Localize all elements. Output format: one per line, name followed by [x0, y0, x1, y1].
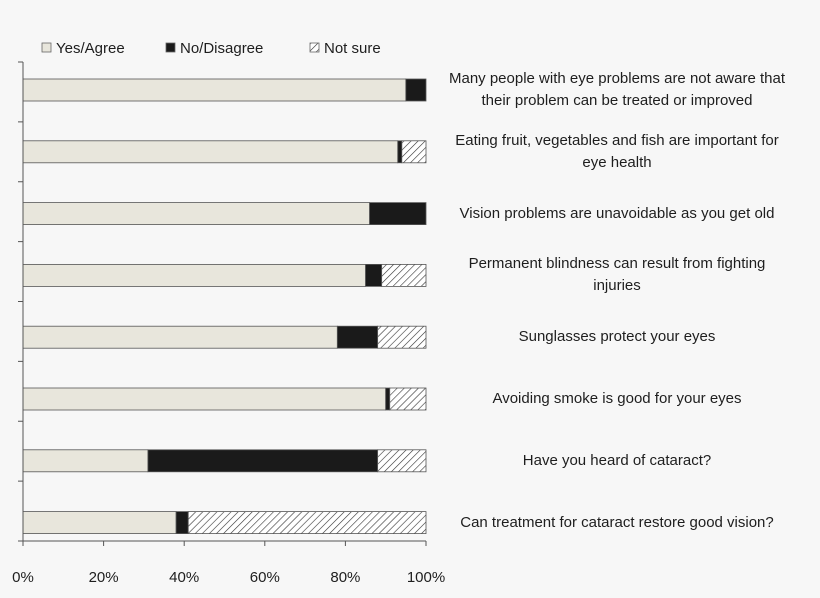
bar-segment [22, 263, 366, 287]
bar-segment [365, 263, 383, 287]
x-tick-label: 20% [89, 569, 119, 586]
x-tick-label: 100% [407, 569, 445, 586]
legend-label: Not sure [324, 40, 381, 57]
bar-segment [401, 140, 427, 164]
bar-segment [385, 387, 391, 411]
legend: Yes/Agree No/Disagree Not sure [41, 40, 381, 57]
bar-row [22, 202, 427, 226]
bar-row [22, 449, 427, 473]
category-label: Have you heard of cataract? [522, 451, 712, 469]
legend-label: No/Disagree [180, 40, 263, 57]
legend-swatch [309, 42, 320, 53]
bar-segment [369, 202, 427, 226]
bars-group [22, 78, 427, 535]
legend-label: Yes/Agree [56, 40, 125, 57]
bar-segment [336, 325, 379, 349]
bar-segment [187, 511, 427, 535]
bar-segment [381, 263, 427, 287]
bar-segment [147, 449, 379, 473]
bar-segment [377, 449, 427, 473]
x-tick-label: 40% [169, 569, 199, 586]
bar-segment [22, 387, 387, 411]
x-tick-label: 0% [12, 569, 34, 586]
bar-segment [22, 511, 177, 535]
category-label: Vision problems are unavoidable as you g… [459, 204, 775, 222]
bar-segment [377, 325, 427, 349]
legend-item: Not sure [309, 40, 381, 57]
legend-swatch [165, 42, 176, 53]
bar-segment [405, 78, 427, 102]
category-label: Many people with eye problems are not aw… [448, 70, 786, 109]
category-label: Eating fruit, vegetables and fish are im… [455, 131, 779, 171]
legend-swatch [41, 42, 52, 53]
bar-row [22, 387, 427, 411]
bar-row [22, 511, 427, 535]
legend-item: Yes/Agree [41, 40, 125, 57]
bar-segment [22, 325, 338, 349]
bar-row [22, 140, 427, 164]
x-tick-label: 60% [250, 569, 280, 586]
category-label: Can treatment for cataract restore good … [460, 513, 774, 531]
legend-item: No/Disagree [165, 40, 263, 57]
category-label: Avoiding smoke is good for your eyes [492, 390, 742, 407]
x-axis: 0% 20% 40% 60% 80% 100% [12, 61, 445, 586]
bar-row [22, 78, 427, 102]
bar-row [22, 263, 427, 287]
bar-segment [389, 387, 427, 411]
bar-segment [22, 140, 399, 164]
x-tick-label: 80% [330, 569, 360, 586]
bar-row [22, 325, 427, 349]
bar-segment [22, 78, 407, 102]
bar-segment [397, 140, 403, 164]
bar-segment [22, 449, 149, 473]
category-label: Permanent blindness can result from figh… [468, 255, 766, 295]
bar-segment [22, 202, 370, 226]
bar-segment [175, 511, 189, 535]
category-label: Sunglasses protect your eyes [518, 328, 716, 346]
